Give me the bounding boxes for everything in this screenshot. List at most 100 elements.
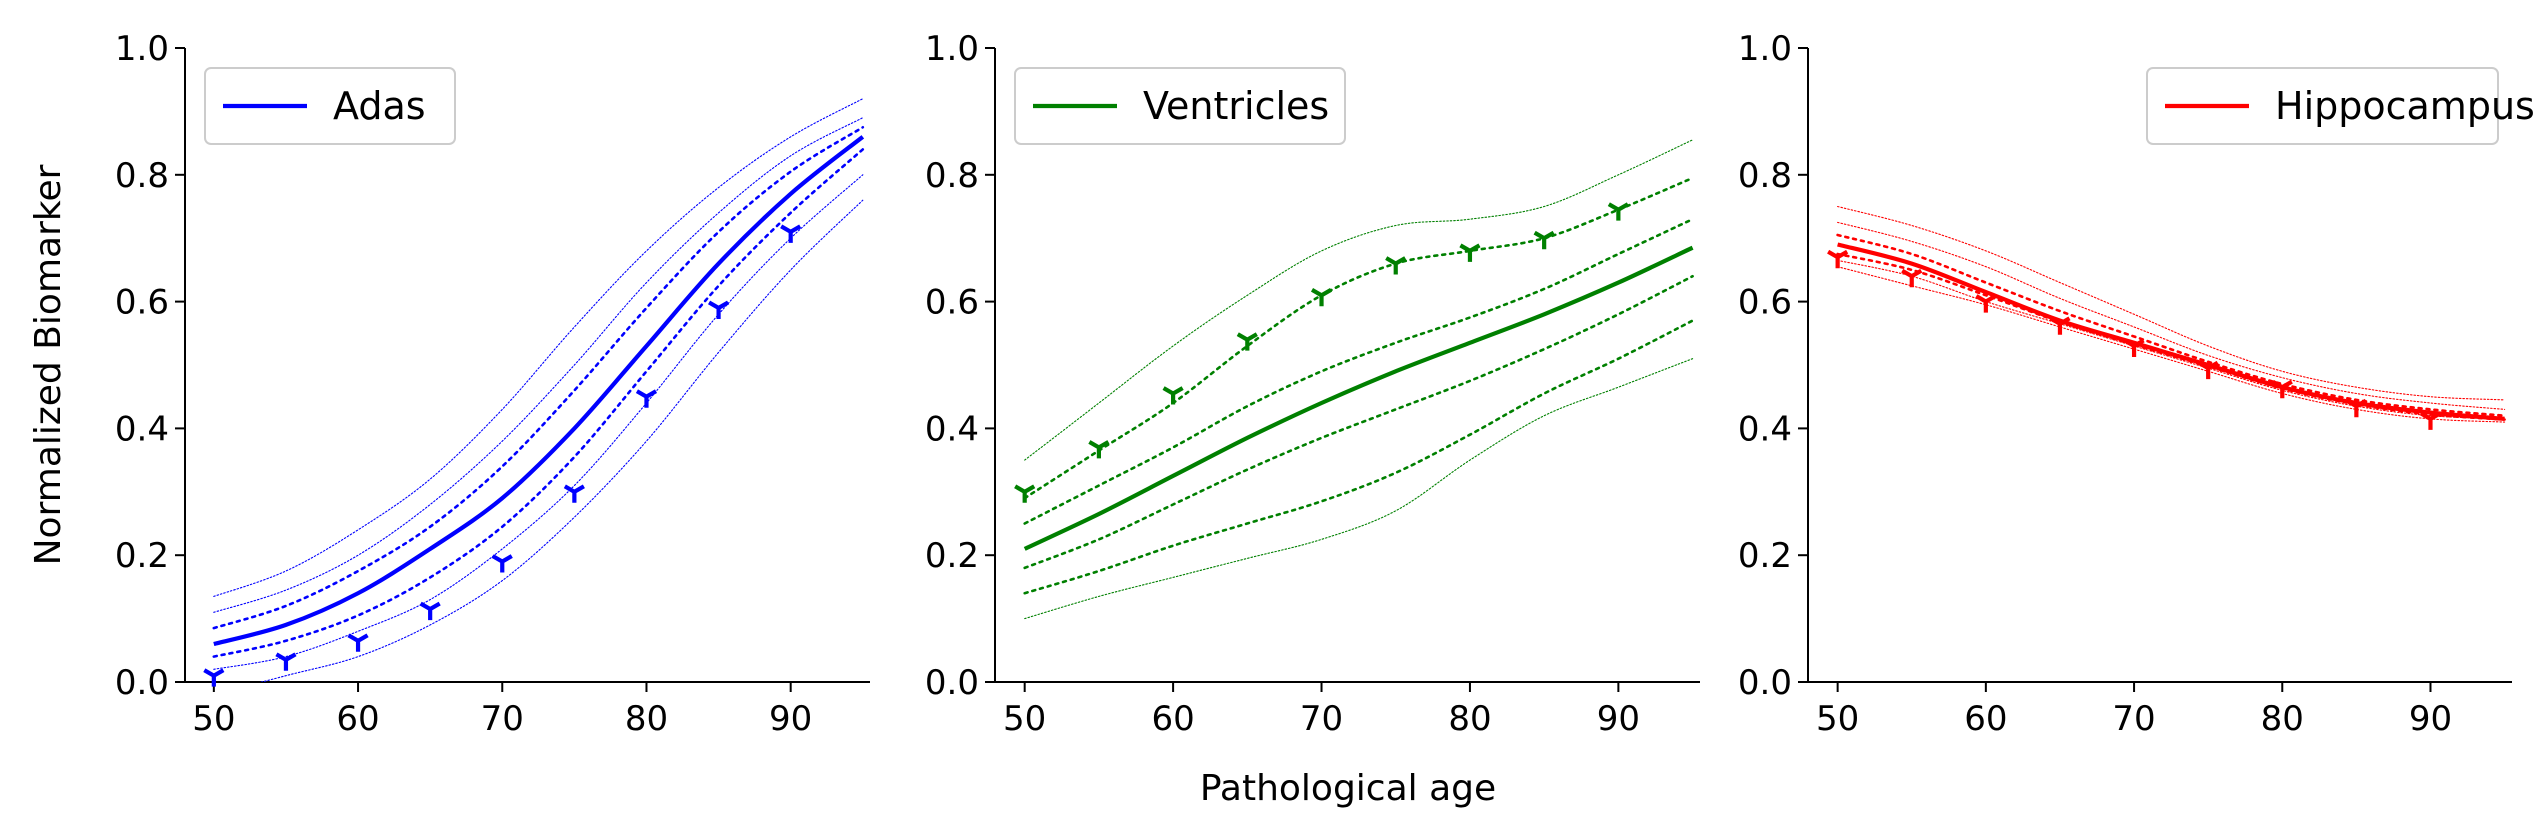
observation-point xyxy=(708,300,730,319)
panel-3-observations xyxy=(1827,249,2442,430)
y-tick-label: 0.8 xyxy=(115,156,169,196)
observation-point xyxy=(1901,268,1923,288)
observation-point xyxy=(1310,287,1333,307)
y-tick-label: 0.6 xyxy=(115,283,169,323)
panel-3-legend: Hippocampus xyxy=(2146,67,2535,145)
y-tick-label: 0.6 xyxy=(1738,283,1792,323)
x-tick-label: 60 xyxy=(336,699,379,739)
band-1-upper-line xyxy=(1837,205,2506,401)
band-3-upper-line xyxy=(212,126,865,630)
x-tick-label: 60 xyxy=(1964,699,2007,739)
y-tick-label: 0.0 xyxy=(925,663,979,703)
band-2-lower-line xyxy=(1023,319,1694,595)
panel-1-legend: Adas xyxy=(204,67,456,145)
panel-2-observations xyxy=(1014,202,1629,503)
panel-2: 0.0 0.2 0.4 0.6 0.8 1.0 50 60 70 80 90 Ventricles xyxy=(925,29,1700,739)
band-3-upper-line xyxy=(1023,217,1694,525)
observation-point xyxy=(275,652,297,671)
band-2-upper-line xyxy=(1837,221,2506,410)
mean-series-line xyxy=(1837,242,2505,421)
panel-2-legend: Ventricles xyxy=(1014,67,1346,145)
x-axis-title: Pathological age xyxy=(1200,768,1496,809)
observation-point xyxy=(563,484,585,503)
y-tick-label: 1.0 xyxy=(115,29,169,69)
x-tick-label: 50 xyxy=(192,699,235,739)
legend-label: Ventricles xyxy=(1143,84,1329,128)
band-2-upper-line xyxy=(1023,176,1694,500)
chart-panels: 0.00.20.40.60.81.050 60 70 80 90Adas0.00.20.… xyxy=(115,29,2535,739)
observation-point xyxy=(1533,230,1555,250)
x-tick-label: 90 xyxy=(769,699,812,739)
legend-box xyxy=(1014,67,1346,145)
observation-point xyxy=(491,554,513,573)
panel-1-observations xyxy=(203,224,802,687)
legend-box xyxy=(204,67,456,145)
panel-3-plot-area xyxy=(1836,205,2506,423)
observation-point xyxy=(1236,332,1258,351)
x-tick-label: 50 xyxy=(1816,699,1859,739)
panel-1: 0.0 0.2 0.4 0.6 0.8 1.0 50 60 70 80 90 Adas xyxy=(115,29,870,739)
x-tick-label: 80 xyxy=(1448,699,1491,739)
y-tick-label: 0.2 xyxy=(1738,536,1792,576)
y-tick-label: 1.0 xyxy=(1738,29,1792,69)
x-tick-label: 90 xyxy=(2409,699,2452,739)
observation-point xyxy=(1014,484,1036,503)
band-2-upper-line xyxy=(213,117,864,613)
x-tick-label: 80 xyxy=(2261,699,2304,739)
y-tick-label: 0.4 xyxy=(925,409,979,449)
band-2-lower-line xyxy=(1837,259,2506,420)
legend-box xyxy=(2146,67,2499,145)
x-tick-label: 60 xyxy=(1151,699,1194,739)
band-2-lower-line xyxy=(213,174,864,670)
y-tick-label: 0.8 xyxy=(1738,156,1792,196)
band-1-lower-line xyxy=(259,199,864,682)
observation-point xyxy=(1385,256,1407,275)
observation-point xyxy=(1162,386,1184,405)
x-tick-label: 90 xyxy=(1597,699,1640,739)
observation-point xyxy=(1088,440,1110,459)
mean-series-line xyxy=(1023,245,1694,551)
observation-point xyxy=(347,633,369,652)
band-3-upper-line xyxy=(1836,233,2506,417)
observation-point xyxy=(2123,338,2145,357)
band-1-lower-line xyxy=(1837,266,2506,423)
observation-point xyxy=(2345,398,2367,418)
observation-point xyxy=(203,668,225,687)
y-tick-label: 0.0 xyxy=(115,663,169,703)
observation-point xyxy=(1459,243,1481,262)
y-tick-label: 0.8 xyxy=(925,156,979,196)
mean-series-line xyxy=(213,135,865,647)
y-axis-title: Normalized Biomarker xyxy=(28,164,69,565)
band-3-lower-line xyxy=(1836,252,2506,421)
y-tick-label: 0.2 xyxy=(115,536,169,576)
x-tick-label: 70 xyxy=(1300,699,1343,739)
x-tick-label: 50 xyxy=(1003,699,1046,739)
panel-1-plot-area xyxy=(212,98,865,682)
observation-point xyxy=(419,601,441,621)
observation-point xyxy=(780,224,802,243)
observation-point xyxy=(1975,294,1997,313)
band-3-lower-line xyxy=(212,148,865,658)
y-tick-label: 0.6 xyxy=(925,283,979,323)
band-1-lower-line xyxy=(1024,358,1694,620)
y-tick-label: 1.0 xyxy=(925,29,979,69)
band-1-upper-line xyxy=(1024,139,1694,461)
observation-point xyxy=(635,389,658,408)
y-tick-label: 0.0 xyxy=(1738,663,1792,703)
band-3-lower-line xyxy=(1023,274,1694,570)
observation-point xyxy=(2271,379,2293,399)
observation-point xyxy=(2049,316,2071,335)
y-tick-label: 0.2 xyxy=(925,536,979,576)
legend-label: Hippocampus xyxy=(2275,84,2535,128)
x-tick-label: 70 xyxy=(2112,699,2155,739)
x-tick-label: 80 xyxy=(625,699,668,739)
band-1-upper-line xyxy=(213,98,864,597)
observation-point xyxy=(1607,202,1629,221)
panel-2-plot-area xyxy=(1023,139,1694,620)
y-tick-label: 0.4 xyxy=(115,409,169,449)
y-tick-label: 0.4 xyxy=(1738,409,1792,449)
x-tick-label: 70 xyxy=(481,699,524,739)
observation-point xyxy=(2419,411,2442,430)
panel-3: 0.0 0.2 0.4 0.6 0.8 1.0 50 60 70 80 90 Hippocampus xyxy=(1738,29,2535,739)
